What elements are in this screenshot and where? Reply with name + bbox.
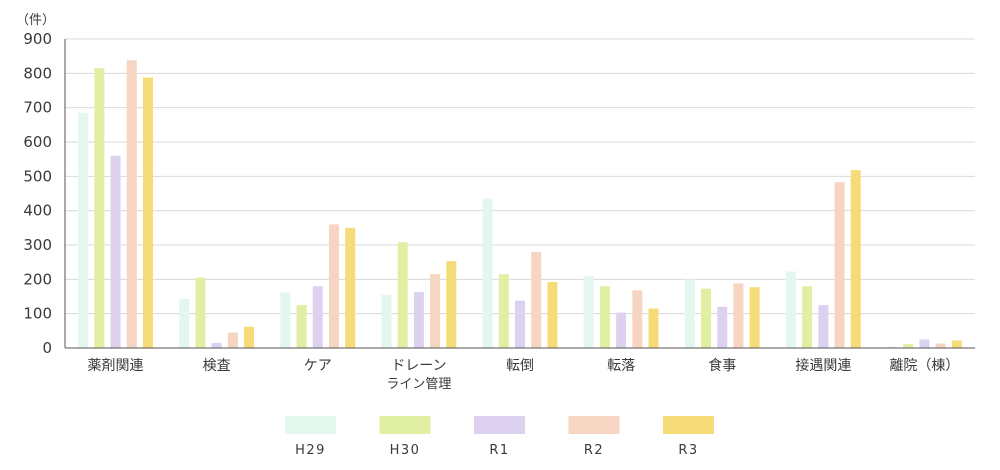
- bar-r3: [244, 326, 255, 348]
- bar-r1: [211, 342, 222, 348]
- bar-r2: [430, 274, 441, 348]
- x-axis: [64, 39, 975, 349]
- bar-r1: [312, 286, 323, 348]
- bar-r3: [345, 227, 356, 348]
- bars: [78, 60, 962, 348]
- bar-r3: [951, 340, 962, 348]
- bar-r1: [515, 300, 525, 348]
- bar-r2: [935, 343, 946, 348]
- y-tick-label: 500: [23, 167, 52, 185]
- legend-swatch-h30: [379, 416, 431, 434]
- x-category-label: 転倒: [506, 358, 534, 374]
- bar-h30: [802, 286, 813, 348]
- y-tick-label: 600: [23, 133, 52, 151]
- x-axis-category-labels: 薬剤関連 検査 ケア ドレーンライン管理 転倒 転落 食事 接遇関連 離院（棟）: [88, 357, 960, 392]
- y-tick-label: 100: [23, 305, 52, 323]
- bar-r1: [919, 339, 930, 348]
- bar-r2: [126, 60, 137, 348]
- x-category-label: 接遇関連: [795, 357, 851, 374]
- y-tick-label: 200: [23, 270, 52, 288]
- legend-swatch-r1: [474, 416, 525, 434]
- bar-h30: [195, 277, 206, 348]
- legend: H29 H30 R1 R2 R3: [285, 416, 714, 458]
- bar-r1: [616, 312, 627, 348]
- bar-r2: [834, 182, 845, 348]
- bar-r3: [648, 308, 659, 348]
- bar-r3: [547, 282, 558, 348]
- x-category-label: 転落: [607, 358, 635, 374]
- y-tick-label: 300: [23, 236, 52, 254]
- y-tick-label: 800: [23, 64, 52, 82]
- bar-h29: [381, 294, 392, 348]
- bar-h29: [684, 279, 695, 348]
- y-tick-label: 700: [23, 99, 52, 117]
- y-axis-ticks: 0 100 200 300 400 500 600 700 800 900: [23, 30, 52, 357]
- gridlines: [65, 38, 975, 315]
- bar-h29: [280, 292, 291, 348]
- legend-label-h30: H30: [390, 443, 421, 458]
- bar-r2: [328, 224, 339, 348]
- x-category-label: 検査: [203, 358, 231, 374]
- legend-label-r1: R1: [489, 443, 509, 458]
- y-axis-unit-label: （件）: [16, 13, 55, 28]
- bar-h30: [498, 274, 509, 348]
- bar-h29: [583, 275, 594, 348]
- y-tick-label: 0: [42, 339, 52, 357]
- x-category-label: ケア: [304, 358, 332, 374]
- bar-r1: [413, 292, 424, 348]
- y-tick-label: 900: [23, 30, 52, 48]
- legend-label-h29: H29: [295, 443, 326, 458]
- legend-swatch-r3: [663, 416, 714, 434]
- legend-swatch-r2: [568, 416, 620, 434]
- bar-h29: [482, 198, 493, 348]
- bar-h29: [887, 346, 898, 348]
- bar-r1: [818, 305, 829, 348]
- bar-h30: [397, 242, 408, 348]
- bar-h30: [701, 288, 712, 348]
- bar-r3: [749, 287, 760, 348]
- x-category-label: 食事: [708, 357, 736, 374]
- bar-r3: [142, 77, 153, 348]
- bar-h29: [785, 271, 796, 348]
- bar-h29: [78, 112, 89, 348]
- bar-h30: [296, 305, 307, 348]
- bar-r3: [446, 261, 457, 348]
- y-tick-label: 400: [23, 202, 52, 220]
- bar-h30: [94, 68, 105, 348]
- legend-label-r2: R2: [584, 443, 604, 458]
- bar-r2: [227, 332, 238, 348]
- x-category-label: 離院（棟）: [889, 357, 959, 374]
- bar-r2: [531, 251, 542, 348]
- bar-r1: [717, 306, 728, 348]
- x-category-label: 薬剤関連: [88, 358, 144, 374]
- bar-h30: [903, 343, 914, 348]
- bar-r2: [632, 290, 643, 348]
- x-category-label: ドレーンライン管理: [386, 358, 451, 392]
- legend-swatch-h29: [285, 416, 336, 434]
- bar-h29: [179, 298, 190, 348]
- bar-r3: [850, 170, 861, 348]
- bar-r2: [733, 283, 744, 348]
- legend-label-r3: R3: [678, 443, 698, 458]
- bar-r1: [110, 155, 121, 348]
- bar-h30: [599, 286, 610, 348]
